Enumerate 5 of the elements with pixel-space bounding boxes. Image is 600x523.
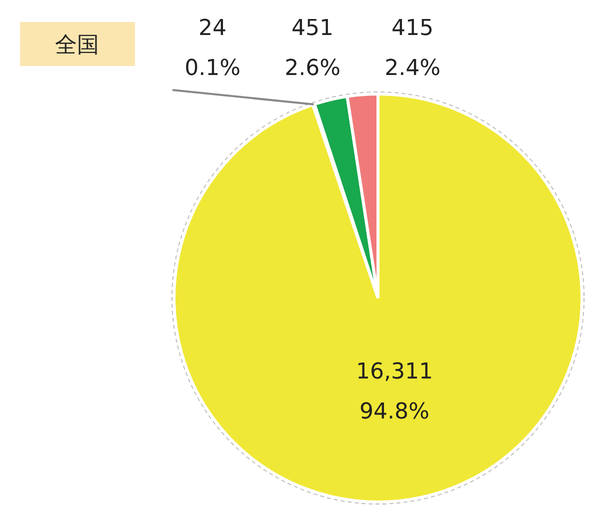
data-label: 16,311 94.8% (356, 360, 433, 425)
data-label: 451 2.6% (284, 16, 341, 81)
text: 全国 (55, 33, 99, 58)
data-label: 415 2.4% (384, 16, 441, 81)
data-label: 24 0.1% (184, 16, 241, 81)
